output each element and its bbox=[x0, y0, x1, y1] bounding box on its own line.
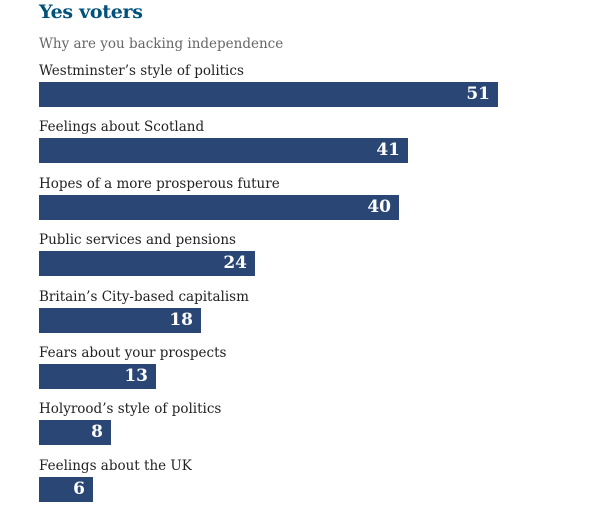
bar-value-label: 8 bbox=[91, 422, 103, 443]
bar-row: Public services and pensions 24 bbox=[39, 232, 599, 282]
chart-title: Yes voters bbox=[39, 1, 143, 23]
bar-row: Holyrood’s style of politics 8 bbox=[39, 401, 599, 451]
bar-label: Hopes of a more prosperous future bbox=[39, 175, 280, 192]
bar-label: Public services and pensions bbox=[39, 232, 236, 249]
bar-row: Fears about your prospects 13 bbox=[39, 345, 599, 395]
bar-value-label: 24 bbox=[223, 253, 247, 274]
bar: 41 bbox=[39, 138, 408, 164]
bar-label: Holyrood’s style of politics bbox=[39, 401, 222, 418]
bar-value-label: 13 bbox=[124, 366, 148, 386]
bar-label: Britain’s City-based capitalism bbox=[39, 288, 249, 305]
bar-value-label: 40 bbox=[367, 196, 391, 217]
bar: 13 bbox=[39, 364, 156, 389]
bar-value-label: 6 bbox=[73, 478, 85, 499]
bar: 8 bbox=[39, 420, 111, 446]
bar-label: Westminster’s style of politics bbox=[39, 63, 244, 79]
bar-row: Feelings about Scotland 41 bbox=[39, 119, 599, 169]
bar-row: Hopes of a more prosperous future 40 bbox=[39, 176, 599, 226]
bar-value-label: 41 bbox=[376, 140, 400, 161]
bar: 40 bbox=[39, 194, 399, 220]
bar-row: Feelings about the UK 6 bbox=[39, 458, 599, 508]
chart-subtitle: Why are you backing independence bbox=[39, 36, 284, 52]
bar-value-label: 51 bbox=[466, 84, 490, 104]
bar: 6 bbox=[39, 476, 93, 502]
bar-row: Westminster’s style of politics 51 bbox=[39, 63, 599, 113]
bar-value-label: 18 bbox=[169, 309, 193, 330]
bar-row: Britain’s City-based capitalism 18 bbox=[39, 289, 599, 339]
bar: 24 bbox=[39, 251, 255, 277]
bar-label: Feelings about the UK bbox=[39, 457, 192, 474]
bar: 51 bbox=[39, 82, 498, 107]
bar: 18 bbox=[39, 307, 201, 333]
bar-label: Feelings about Scotland bbox=[39, 119, 205, 136]
bar-label: Fears about your prospects bbox=[39, 345, 227, 361]
